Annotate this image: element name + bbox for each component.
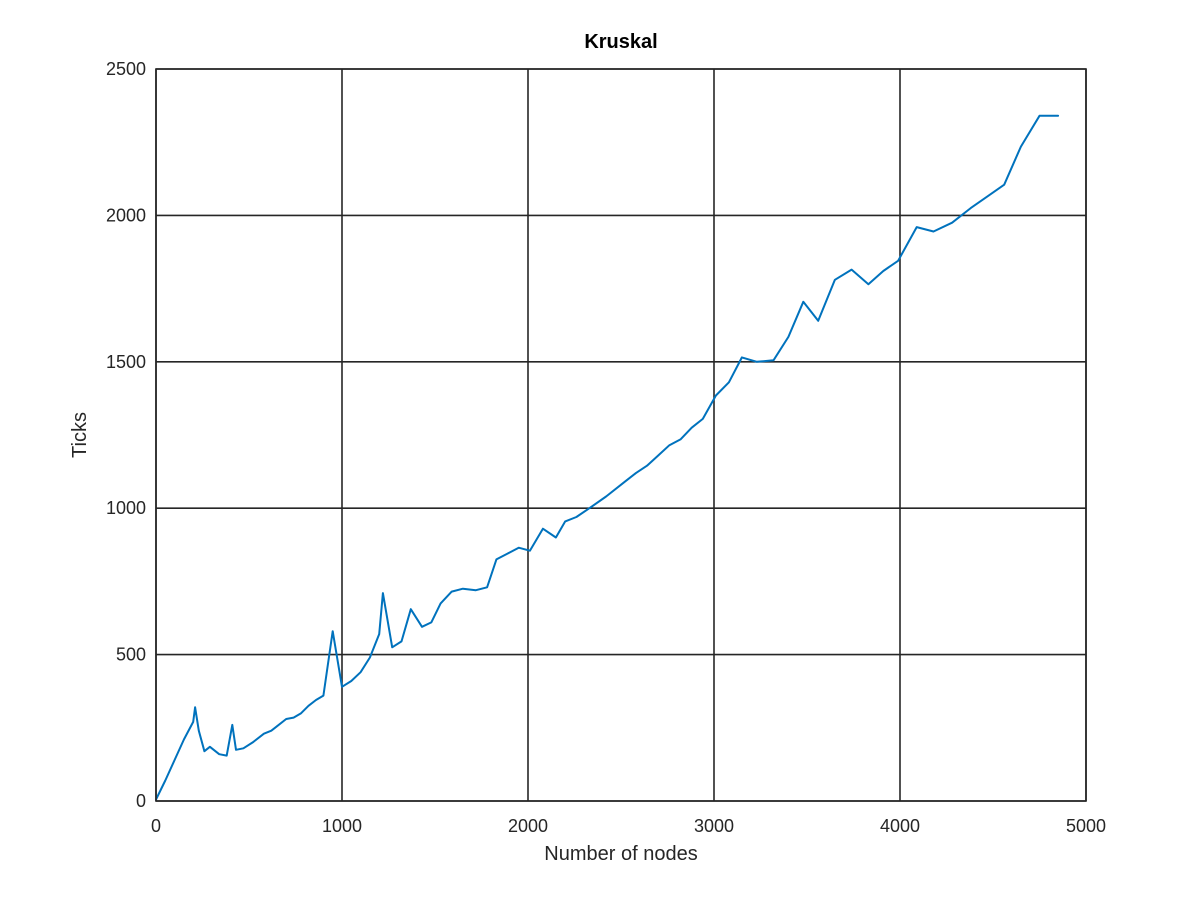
y-tick-label: 0 <box>136 791 146 811</box>
y-axis-title: Ticks <box>69 412 91 458</box>
y-tick-label: 500 <box>116 645 146 665</box>
x-tick-label: 3000 <box>694 816 734 836</box>
chart-title: Kruskal <box>584 31 657 53</box>
y-tick-label: 2000 <box>106 205 146 225</box>
series-layer <box>155 114 1060 801</box>
x-tick-label: 2000 <box>508 816 548 836</box>
plot-frame <box>155 68 1087 802</box>
x-tick-label: 4000 <box>880 816 920 836</box>
y-axis-ticks: 0 500 1000 1500 2000 2500 <box>106 59 146 811</box>
x-tick-label: 1000 <box>322 816 362 836</box>
x-axis-ticks: 0 1000 2000 3000 4000 5000 <box>151 816 1106 836</box>
x-tick-label: 5000 <box>1066 816 1106 836</box>
x-axis-title: Number of nodes <box>544 843 697 865</box>
x-tick-label: 0 <box>151 816 161 836</box>
series-line <box>155 114 1060 801</box>
y-tick-label: 1500 <box>106 352 146 372</box>
y-tick-label: 1000 <box>106 498 146 518</box>
y-tick-label: 2500 <box>106 59 146 79</box>
